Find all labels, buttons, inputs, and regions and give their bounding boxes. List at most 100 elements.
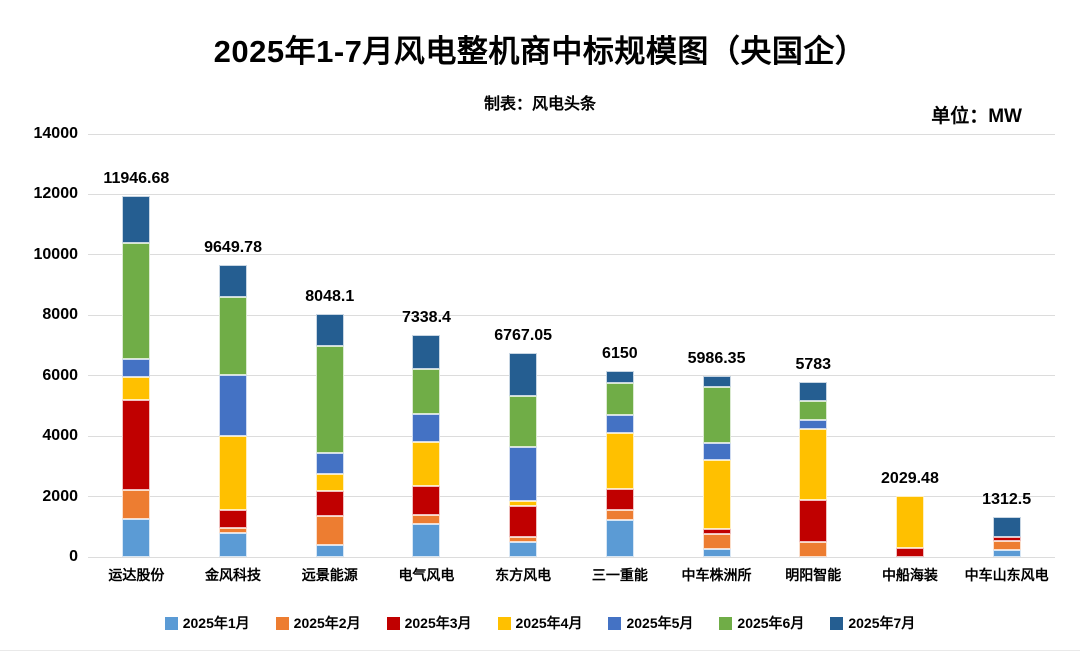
x-axis-label: 金风科技	[205, 567, 262, 583]
plot-area: 11946.68 运达股份 9649.78 金风科技 8048.1 远景能源 7338.4 电…	[88, 133, 1055, 583]
y-tick-label: 6000	[42, 366, 78, 384]
bar-segment-2025年1月	[412, 524, 441, 557]
bar-segment-2025年6月	[509, 395, 538, 447]
x-axis-label: 远景能源	[301, 567, 358, 583]
bar-total-label: 9649.78	[204, 239, 262, 257]
bar-segment-2025年4月	[799, 429, 828, 501]
x-axis-label: 中船海装	[881, 567, 938, 583]
gridline	[88, 435, 1055, 437]
bar-segment-2025年7月	[799, 382, 828, 401]
x-axis-label: 电气风电	[398, 567, 455, 583]
bar-segment-2025年4月	[895, 495, 924, 549]
bar-segment-2025年4月	[605, 433, 634, 489]
x-axis-label: 三一重能	[591, 567, 648, 583]
gridline	[88, 193, 1055, 195]
bar-segment-2025年3月	[895, 548, 924, 557]
bar-segment-2025年7月	[992, 517, 1021, 538]
x-axis-label: 中车山东风电	[964, 567, 1049, 583]
bar-total-label: 11946.68	[103, 170, 170, 188]
chart-title: 2025年1-7月风电整机商中标规模图（央国企）	[213, 34, 867, 69]
bar-segment-2025年2月	[509, 536, 538, 542]
gridline	[88, 375, 1055, 377]
bar-segment-2025年5月	[122, 358, 151, 378]
bar-segment-2025年6月	[702, 387, 731, 443]
legend-item-2025年5月: 2025年5月	[608, 613, 693, 633]
legend-item-2025年3月: 2025年3月	[386, 613, 472, 633]
legend-item-2025年4月: 2025年4月	[497, 613, 582, 633]
x-axis-label: 中车株洲所	[681, 567, 752, 583]
bar-segment-2025年5月	[219, 375, 248, 436]
bar-segment-2025年7月	[509, 352, 538, 396]
bar-segment-2025年6月	[605, 382, 634, 415]
bar-segment-2025年1月	[702, 549, 731, 557]
bar-total-label: 2029.48	[881, 469, 939, 487]
bar-segment-2025年3月	[219, 509, 248, 529]
bar-segment-2025年3月	[122, 399, 151, 490]
bar-segment-2025年3月	[605, 488, 634, 510]
legend-swatch	[830, 616, 844, 630]
bar-segment-2025年5月	[702, 442, 731, 461]
legend-label: 2025年1月	[182, 615, 250, 631]
gridline	[88, 556, 1055, 558]
chart-subtitle: 制表：风电头条	[483, 96, 596, 113]
bar-segment-2025年5月	[315, 453, 344, 474]
unit-label: 单位：MW	[931, 106, 1022, 127]
bar-segment-2025年4月	[315, 473, 344, 491]
bar-segment-2025年4月	[509, 500, 538, 507]
bar-segment-2025年7月	[605, 371, 634, 383]
bar-total-label: 6150	[602, 345, 638, 363]
bar-segment-2025年3月	[412, 486, 441, 515]
bar-segment-2025年1月	[219, 533, 248, 557]
bar-total-label: 6767.05	[494, 326, 553, 344]
y-tick-label: 2000	[42, 487, 78, 505]
bar-segment-2025年3月	[509, 506, 538, 537]
bar-segment-2025年1月	[509, 541, 538, 557]
bar-segment-2025年3月	[315, 490, 344, 517]
bar-segment-2025年4月	[122, 377, 151, 400]
bar-segment-2025年1月	[605, 519, 634, 557]
legend-swatch	[608, 616, 622, 630]
bar-total-label: 5783	[795, 356, 832, 374]
y-tick-label: 8000	[42, 306, 78, 324]
x-axis-label: 东方风电	[495, 567, 552, 583]
bar-segment-2025年6月	[315, 346, 344, 454]
y-tick-label: 14000	[33, 125, 79, 142]
bar-segment-2025年5月	[799, 419, 828, 430]
bar-segment-2025年4月	[219, 435, 248, 510]
bar-segment-2025年2月	[315, 516, 344, 545]
bar-total-label: 5986.35	[687, 350, 746, 368]
bar-segment-2025年3月	[992, 537, 1021, 541]
bar-segment-2025年2月	[799, 542, 828, 557]
bar-segment-2025年6月	[412, 368, 441, 414]
bar-segment-2025年6月	[122, 242, 151, 359]
bar-total-label: 7338.4	[401, 309, 451, 327]
gridline	[88, 254, 1055, 256]
bar-segment-2025年2月	[992, 540, 1021, 550]
legend-label: 2025年6月	[737, 615, 805, 631]
gridline	[88, 496, 1055, 498]
legend-item-2025年7月: 2025年7月	[830, 613, 915, 633]
bar-segment-2025年5月	[509, 446, 538, 501]
bar-segment-2025年1月	[122, 519, 151, 557]
bar-segment-2025年3月	[702, 529, 731, 535]
bar-segment-2025年4月	[702, 460, 731, 530]
y-tick-label: 10000	[33, 245, 79, 263]
bar-segment-2025年3月	[799, 500, 828, 543]
legend-label: 2025年2月	[293, 615, 361, 631]
bar-segment-2025年7月	[219, 265, 248, 298]
bar-segment-2025年5月	[412, 414, 441, 442]
gridline	[88, 314, 1055, 316]
legend-label: 2025年3月	[404, 615, 472, 631]
bar-segment-2025年2月	[122, 489, 151, 520]
y-tick-label: 12000	[33, 185, 79, 203]
legend-item-2025年2月: 2025年2月	[275, 613, 361, 633]
bar-segment-2025年7月	[122, 196, 151, 243]
bar-segment-2025年2月	[412, 514, 441, 525]
bar-segment-2025年1月	[315, 544, 344, 557]
legend-swatch	[497, 616, 511, 630]
y-tick-label: 0	[69, 548, 78, 565]
legend-label: 2025年7月	[848, 615, 916, 631]
legend-swatch	[719, 616, 733, 630]
bar-segment-2025年2月	[702, 534, 731, 550]
